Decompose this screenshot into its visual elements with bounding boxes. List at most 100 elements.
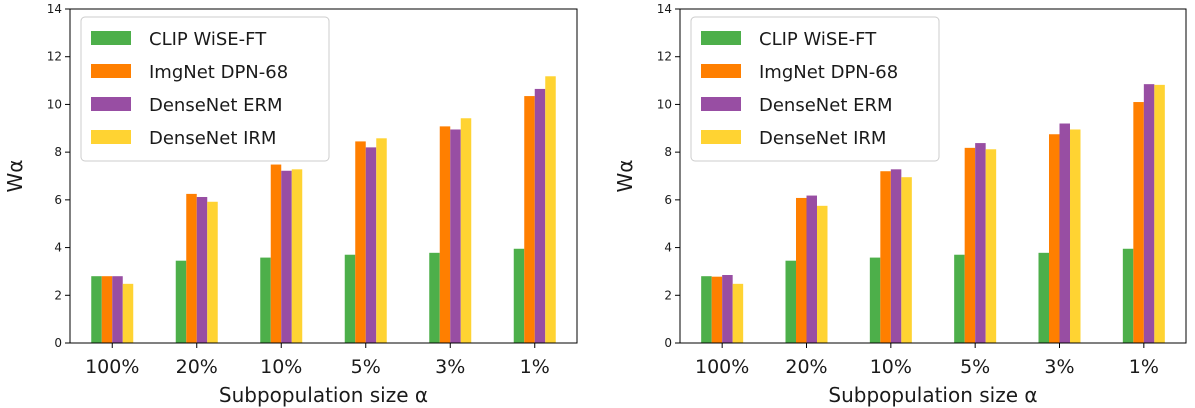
chart1-x-tick-label-5: 1%	[1129, 356, 1159, 378]
chart0-x-axis-label: Subpopulation size α	[219, 383, 428, 407]
chart1-legend-label-clip-wise-ft: CLIP WiSE-FT	[759, 29, 877, 50]
chart0-bar-clip-wise-ft-0	[91, 276, 102, 343]
chart0-bar-imgnet-dpn-68-2	[270, 164, 282, 343]
chart0-y-tick-label-5: 10	[47, 97, 62, 111]
chart1-bar-densenet-erm-0	[722, 275, 733, 343]
chart0-bar-densenet-erm-4	[450, 129, 461, 343]
chart1-x-axis-label: Subpopulation size α	[828, 383, 1037, 407]
chart0-bar-imgnet-dpn-68-5	[524, 96, 535, 343]
chart1-x-tick-label-1: 20%	[785, 356, 827, 378]
chart0-bar-densenet-erm-0	[112, 276, 123, 343]
chart0-y-tick-label-3: 6	[54, 193, 62, 207]
chart0-legend-swatch-clip-wise-ft	[91, 31, 131, 45]
chart1-y-tick-label-3: 6	[664, 193, 672, 207]
chart0-bar-densenet-erm-3	[365, 147, 377, 343]
chart1-legend-swatch-densenet-irm	[701, 130, 741, 144]
chart1-bar-densenet-erm-2	[890, 169, 902, 343]
chart1-bar-densenet-irm-5	[1154, 84, 1165, 343]
chart0-y-tick-label-0: 0	[54, 336, 62, 350]
chart0-bar-clip-wise-ft-2	[260, 257, 271, 343]
chart0-x-tick-label-5: 1%	[520, 356, 550, 378]
chart1-bar-densenet-irm-1	[817, 205, 828, 343]
chart1-legend-label-densenet-irm: DenseNet IRM	[759, 128, 886, 149]
chart1-bar-densenet-erm-4	[1059, 123, 1070, 343]
chart0-legend-box	[80, 16, 330, 162]
chart1-y-tick-label-2: 4	[664, 241, 672, 255]
chart0-bar-densenet-irm-5	[545, 76, 556, 343]
chart0-bar-densenet-erm-5	[534, 88, 546, 344]
chart1-y-tick-label-6: 12	[657, 50, 672, 64]
chart0-y-tick-label-2: 4	[54, 241, 62, 255]
chart1-y-tick-label-5: 10	[657, 97, 672, 111]
chart1-y-tick-label-4: 8	[664, 145, 672, 159]
chart1-legend-label-imgnet-dpn-68: ImgNet DPN-68	[759, 62, 898, 83]
chart0-legend-label-densenet-erm: DenseNet ERM	[149, 95, 283, 116]
chart1-bar-clip-wise-ft-1	[785, 260, 796, 343]
chart1-bar-clip-wise-ft-2	[869, 257, 881, 343]
chart0-legend-swatch-densenet-erm	[91, 97, 131, 111]
chart0-bar-imgnet-dpn-68-4	[439, 126, 451, 344]
chart1-y-tick-label-7: 14	[657, 2, 672, 16]
chart0-legend-label-densenet-irm: DenseNet IRM	[149, 128, 276, 149]
chart0-y-axis-label: Wα	[3, 160, 27, 193]
chart0-y-tick-label-7: 14	[47, 2, 62, 16]
chart0-x-tick-label-2: 10%	[260, 356, 302, 378]
chart0-bar-clip-wise-ft-3	[344, 254, 356, 343]
chart1-x-tick-label-0: 100%	[695, 356, 749, 378]
chart1-bar-imgnet-dpn-68-5	[1133, 102, 1144, 344]
chart0-legend-swatch-densenet-irm	[91, 130, 131, 144]
chart0-bar-densenet-irm-0	[122, 283, 134, 343]
chart1-bar-densenet-irm-2	[901, 177, 912, 343]
chart1-bar-imgnet-dpn-68-1	[796, 197, 807, 343]
chart1-axes-frame	[679, 8, 1187, 344]
chart0-x-tick-label-4: 3%	[435, 356, 465, 378]
chart1-bar-densenet-erm-5	[1143, 84, 1155, 344]
chart1-y-tick-label-1: 2	[664, 288, 672, 302]
chart1-bar-clip-wise-ft-3	[954, 254, 965, 343]
right-bar-chart: 0 2 4 6 8 10 12 14 100% 20% 10% 5% 3% 1% Subpopulation…	[613, 2, 1187, 407]
chart1-bar-densenet-irm-3	[985, 149, 997, 343]
chart1-y-tick-label-0: 0	[664, 336, 672, 350]
chart0-legend: CLIP WiSE-FT ImgNet DPN-68 DenseNet ERM Den…	[80, 16, 330, 162]
chart1-legend-swatch-densenet-erm	[701, 97, 741, 111]
chart0-bar-imgnet-dpn-68-1	[186, 193, 197, 343]
chart1-legend: CLIP WiSE-FT ImgNet DPN-68 DenseNet ERM Den…	[690, 16, 940, 162]
chart1-y-axis-label: Wα	[613, 160, 637, 193]
chart0-bar-densenet-erm-2	[281, 170, 292, 343]
chart1-bar-densenet-erm-3	[975, 143, 986, 343]
chart0-legend-label-imgnet-dpn-68: ImgNet DPN-68	[149, 62, 288, 83]
chart1-bar-imgnet-dpn-68-3	[964, 147, 976, 343]
chart1-legend-swatch-clip-wise-ft	[701, 31, 741, 45]
chart0-legend-label-clip-wise-ft: CLIP WiSE-FT	[149, 29, 267, 50]
chart1-bar-clip-wise-ft-0	[701, 276, 712, 343]
chart0-axes-frame	[69, 8, 578, 344]
chart0-x-tick-label-0: 100%	[85, 356, 139, 378]
chart0-bar-clip-wise-ft-4	[429, 252, 440, 343]
chart0-bar-clip-wise-ft-5	[513, 248, 525, 343]
chart1-legend-swatch-imgnet-dpn-68	[701, 64, 741, 78]
chart0-legend-swatch-imgnet-dpn-68	[91, 64, 131, 78]
chart0-bar-imgnet-dpn-68-0	[101, 276, 113, 343]
chart0-bar-densenet-irm-3	[376, 138, 387, 343]
chart0-bar-densenet-irm-1	[207, 201, 218, 343]
chart1-bar-imgnet-dpn-68-4	[1049, 134, 1060, 343]
chart0-bar-densenet-irm-2	[291, 169, 303, 343]
chart1-bar-clip-wise-ft-5	[1122, 248, 1134, 343]
chart0-x-tick-label-1: 20%	[176, 356, 218, 378]
chart1-x-tick-label-3: 5%	[960, 356, 990, 378]
chart0-bar-imgnet-dpn-68-3	[355, 141, 366, 343]
chart0-bar-densenet-irm-4	[460, 118, 472, 343]
chart0-x-tick-label-3: 5%	[351, 356, 381, 378]
chart1-bar-clip-wise-ft-4	[1038, 252, 1049, 343]
chart1-bar-densenet-erm-1	[806, 195, 817, 343]
chart1-bar-densenet-irm-0	[732, 283, 744, 343]
chart1-bar-densenet-irm-4	[1070, 129, 1081, 343]
chart1-x-tick-label-4: 3%	[1044, 356, 1074, 378]
chart0-bar-clip-wise-ft-1	[175, 260, 187, 343]
chart0-y-tick-label-4: 8	[54, 145, 62, 159]
chart0-y-tick-label-1: 2	[54, 288, 62, 302]
chart0-y-tick-label-6: 12	[47, 50, 62, 64]
chart1-bar-imgnet-dpn-68-0	[711, 276, 723, 343]
chart0-bar-densenet-erm-1	[196, 196, 208, 343]
